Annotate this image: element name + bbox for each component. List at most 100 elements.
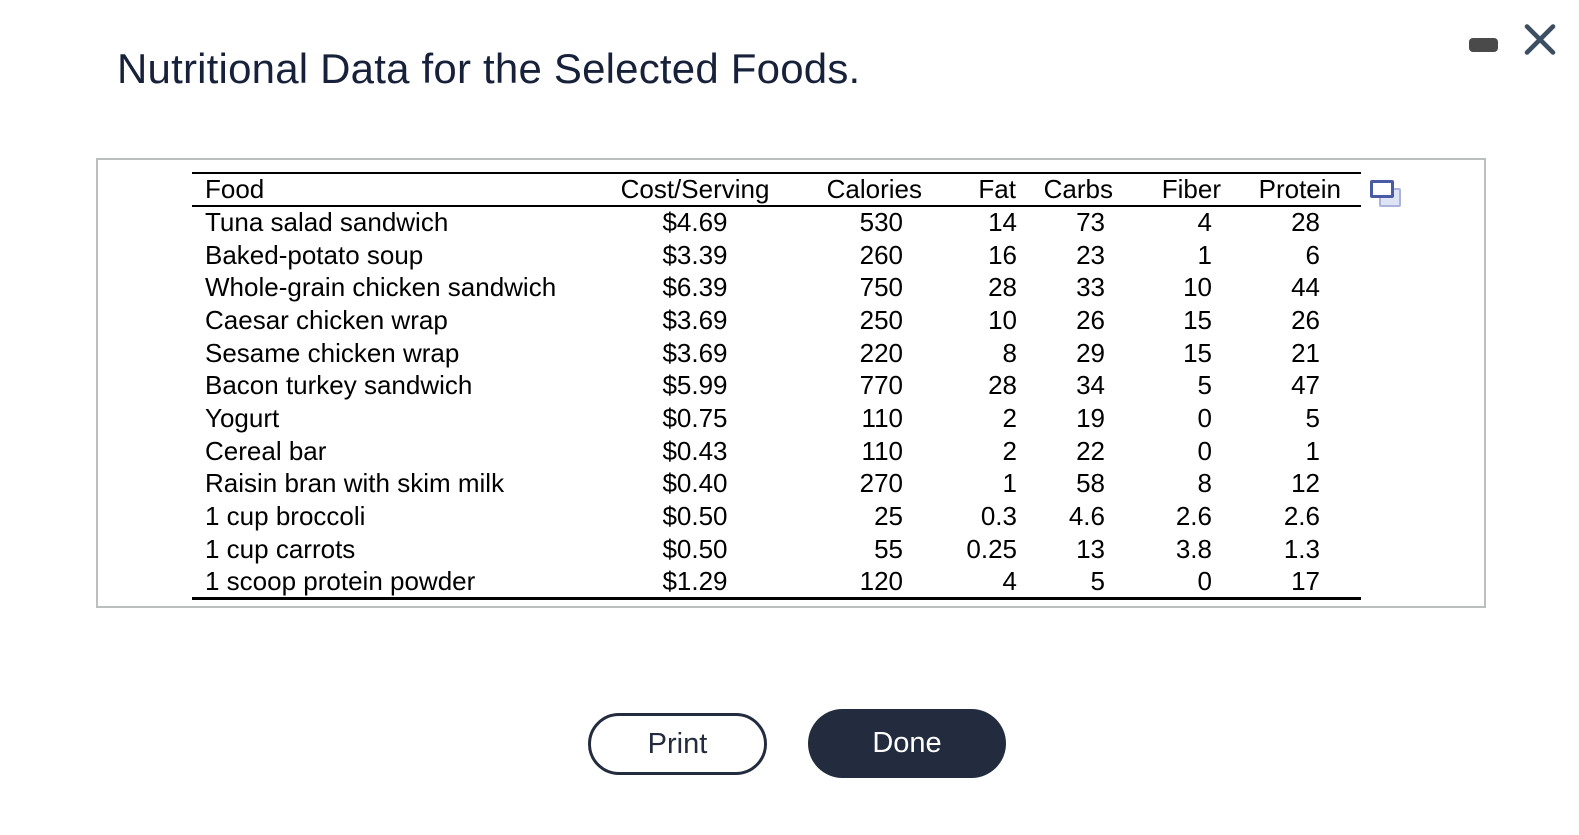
close-icon[interactable] xyxy=(1523,23,1557,56)
cell-cost-serving: $6.39 xyxy=(662,272,728,303)
table-row: Cereal bar $0.43 110 2 22 0 1 xyxy=(192,435,1361,468)
cell-fiber: 0 xyxy=(1197,402,1212,433)
cell-fat: 16 xyxy=(988,239,1017,270)
cell-calories: 110 xyxy=(861,402,903,433)
cell-food: Bacon turkey sandwich xyxy=(205,370,473,401)
cell-fat: 0.25 xyxy=(966,533,1017,564)
table-row: Raisin bran with skim milk $0.40 270 1 58 8 12 xyxy=(192,468,1361,501)
cell-cost-serving: $1.29 xyxy=(662,565,728,596)
cell-cost-serving: $0.40 xyxy=(662,468,728,499)
cell-cost-serving: $0.50 xyxy=(662,501,728,532)
col-header-carbs: Carbs xyxy=(1022,173,1118,207)
table-body: Tuna salad sandwich $4.69 530 14 73 4 28 Baked-… xyxy=(192,206,1361,598)
cell-fat: 2 xyxy=(1002,435,1017,466)
cell-fat: 28 xyxy=(988,370,1017,401)
done-button[interactable]: Done xyxy=(808,709,1006,778)
table-row: Bacon turkey sandwich $5.99 770 28 34 5 47 xyxy=(192,369,1361,402)
cell-carbs: 5 xyxy=(1090,565,1105,596)
cell-fiber: 2.6 xyxy=(1175,501,1212,532)
cell-fiber: 15 xyxy=(1183,304,1212,335)
cell-carbs: 26 xyxy=(1076,304,1105,335)
cell-protein: 12 xyxy=(1291,468,1320,499)
col-header-calories: Calories xyxy=(780,173,935,207)
cell-food: Caesar chicken wrap xyxy=(205,304,448,335)
nutrition-table: Food Cost/Serving Calories Fat Carbs Fib… xyxy=(192,172,1361,600)
cell-protein: 17 xyxy=(1291,565,1320,596)
cell-carbs: 73 xyxy=(1076,207,1105,238)
cell-protein: 28 xyxy=(1291,207,1320,238)
cell-fat: 28 xyxy=(988,272,1017,303)
cell-carbs: 29 xyxy=(1076,337,1105,368)
cell-protein: 47 xyxy=(1291,370,1320,401)
cell-cost-serving: $0.50 xyxy=(662,533,728,564)
cell-protein: 2.6 xyxy=(1283,501,1320,532)
cell-cost-serving: $5.99 xyxy=(662,370,728,401)
col-header-protein: Protein xyxy=(1224,173,1361,207)
cell-cost-serving: $3.39 xyxy=(662,239,728,270)
cell-fiber: 5 xyxy=(1197,370,1212,401)
cell-calories: 750 xyxy=(859,272,903,303)
table-header-row: Food Cost/Serving Calories Fat Carbs Fib… xyxy=(192,173,1361,207)
table-row: 1 scoop protein powder $1.29 120 4 5 0 17 xyxy=(192,566,1361,599)
cell-fiber: 1 xyxy=(1197,239,1212,270)
cell-fiber: 10 xyxy=(1183,272,1212,303)
cell-fat: 14 xyxy=(988,207,1017,238)
table-row: 1 cup broccoli $0.50 25 0.3 4.6 2.6 2.6 xyxy=(192,500,1361,533)
cell-fat: 10 xyxy=(988,304,1017,335)
cell-carbs: 4.6 xyxy=(1068,501,1105,532)
cell-food: Baked-potato soup xyxy=(205,239,424,270)
cell-fiber: 0 xyxy=(1197,435,1212,466)
col-header-food: Food xyxy=(192,173,610,207)
cell-food: Sesame chicken wrap xyxy=(205,337,460,368)
cell-fiber: 15 xyxy=(1183,337,1212,368)
table-popout-icon[interactable] xyxy=(1370,180,1402,209)
cell-calories: 220 xyxy=(859,337,903,368)
table-panel: Food Cost/Serving Calories Fat Carbs Fib… xyxy=(96,158,1486,608)
cell-fat: 8 xyxy=(1002,337,1017,368)
cell-fat: 2 xyxy=(1002,402,1017,433)
cell-food: Cereal bar xyxy=(205,435,327,466)
cell-cost-serving: $3.69 xyxy=(662,337,728,368)
cell-food: Whole-grain chicken sandwich xyxy=(205,272,557,303)
cell-food: Tuna salad sandwich xyxy=(205,207,449,238)
cell-protein: 5 xyxy=(1305,402,1320,433)
cell-calories: 120 xyxy=(859,565,903,596)
cell-calories: 530 xyxy=(859,207,903,238)
dialog-title: Nutritional Data for the Selected Foods. xyxy=(117,45,861,92)
cell-protein: 44 xyxy=(1291,272,1320,303)
print-button[interactable]: Print xyxy=(588,713,767,775)
cell-protein: 6 xyxy=(1305,239,1320,270)
col-header-cost-serving: Cost/Serving xyxy=(610,173,780,207)
table-row: Sesame chicken wrap $3.69 220 8 29 15 21 xyxy=(192,337,1361,370)
cell-fiber: 4 xyxy=(1197,207,1212,238)
cell-food: 1 cup carrots xyxy=(205,533,356,564)
cell-fat: 1 xyxy=(1002,468,1017,499)
table-row: 1 cup carrots $0.50 55 0.25 13 3.8 1.3 xyxy=(192,533,1361,566)
cell-fat: 4 xyxy=(1002,565,1017,596)
cell-calories: 55 xyxy=(874,533,903,564)
cell-calories: 250 xyxy=(859,304,903,335)
table-row: Caesar chicken wrap $3.69 250 10 26 15 26 xyxy=(192,304,1361,337)
cell-calories: 270 xyxy=(859,468,903,499)
col-header-fiber: Fiber xyxy=(1118,173,1224,207)
cell-carbs: 13 xyxy=(1076,533,1105,564)
cell-protein: 21 xyxy=(1291,337,1320,368)
cell-carbs: 58 xyxy=(1076,468,1105,499)
minimize-icon[interactable] xyxy=(1469,38,1498,52)
cell-food: 1 scoop protein powder xyxy=(205,565,476,596)
cell-carbs: 22 xyxy=(1076,435,1105,466)
cell-food: 1 cup broccoli xyxy=(205,501,366,532)
cell-cost-serving: $4.69 xyxy=(662,207,728,238)
cell-fiber: 0 xyxy=(1197,565,1212,596)
cell-fiber: 8 xyxy=(1197,468,1212,499)
cell-food: Yogurt xyxy=(205,402,280,433)
cell-carbs: 34 xyxy=(1076,370,1105,401)
cell-protein: 26 xyxy=(1291,304,1320,335)
cell-carbs: 33 xyxy=(1076,272,1105,303)
table-row: Yogurt $0.75 110 2 19 0 5 xyxy=(192,402,1361,435)
table-row: Baked-potato soup $3.39 260 16 23 1 6 xyxy=(192,239,1361,272)
popout-front-rect-icon xyxy=(1370,180,1394,198)
cell-carbs: 19 xyxy=(1076,402,1105,433)
cell-cost-serving: $0.75 xyxy=(662,402,728,433)
